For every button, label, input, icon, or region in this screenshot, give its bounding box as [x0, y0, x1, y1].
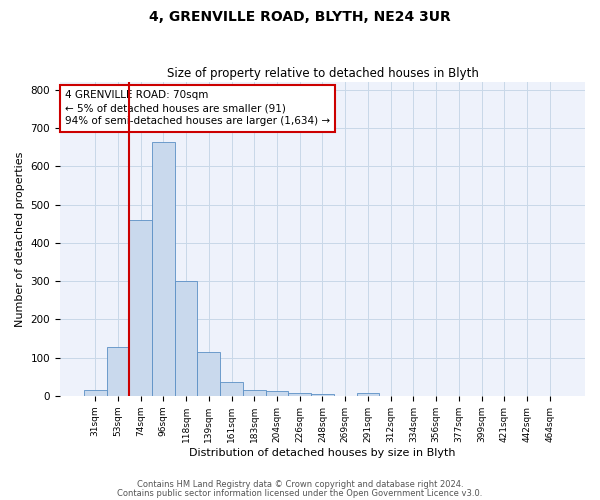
Bar: [356, 393, 379, 396]
Text: 4, GRENVILLE ROAD, BLYTH, NE24 3UR: 4, GRENVILLE ROAD, BLYTH, NE24 3UR: [149, 10, 451, 24]
Bar: [107, 347, 129, 396]
Y-axis label: Number of detached properties: Number of detached properties: [15, 152, 25, 326]
X-axis label: Distribution of detached houses by size in Blyth: Distribution of detached houses by size …: [189, 448, 456, 458]
Text: 4 GRENVILLE ROAD: 70sqm
← 5% of detached houses are smaller (91)
94% of semi-det: 4 GRENVILLE ROAD: 70sqm ← 5% of detached…: [65, 90, 330, 126]
Bar: [84, 390, 107, 396]
Bar: [220, 382, 243, 396]
Text: Contains HM Land Registry data © Crown copyright and database right 2024.: Contains HM Land Registry data © Crown c…: [137, 480, 463, 489]
Bar: [266, 392, 289, 396]
Bar: [243, 390, 266, 396]
Bar: [129, 220, 152, 396]
Title: Size of property relative to detached houses in Blyth: Size of property relative to detached ho…: [167, 66, 478, 80]
Bar: [289, 393, 311, 396]
Bar: [197, 352, 220, 396]
Bar: [175, 281, 197, 396]
Bar: [152, 142, 175, 396]
Bar: [311, 394, 334, 396]
Text: Contains public sector information licensed under the Open Government Licence v3: Contains public sector information licen…: [118, 488, 482, 498]
